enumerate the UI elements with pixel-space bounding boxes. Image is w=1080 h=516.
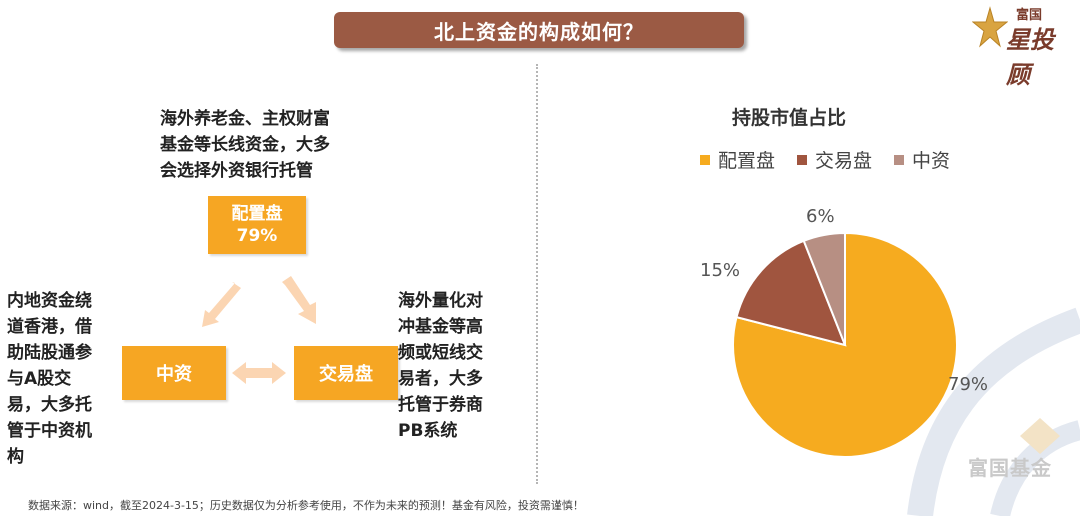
slice-label-china: 6%	[806, 206, 835, 227]
legend-swatch-2	[894, 154, 905, 165]
data-source-footnote: 数据来源：wind，截至2024-3-15；历史数据仅为分析参考使用，不作为未来…	[28, 499, 584, 512]
trade-description: 海外量化对 冲基金等高 频或短线交 易者，大多 托管于券商 PB系统	[398, 291, 483, 441]
trade-box-label: 交易盘	[319, 364, 373, 385]
config-box-value: 79%	[236, 226, 278, 246]
legend-item: 交易盘	[797, 146, 872, 173]
legend-swatch-1	[797, 154, 808, 165]
star-icon	[972, 6, 1008, 48]
chart-title: 持股市值占比	[732, 107, 847, 129]
legend-swatch-0	[700, 154, 710, 165]
watermark-text: 富国基金	[968, 456, 1052, 480]
config-description: 海外养老金、主权财富 基金等长线资金，大多 会选择外资银行托管	[160, 109, 330, 181]
chart-legend: 配置盘 交易盘 中资	[700, 146, 950, 173]
arrow-config-trade	[282, 276, 316, 324]
arrow-config-china	[202, 282, 241, 327]
slice-config	[732, 231, 958, 458]
legend-item: 中资	[894, 146, 950, 173]
config-box: 配置盘 79%	[208, 196, 306, 254]
china-box-label: 中资	[156, 364, 192, 385]
section-divider	[536, 64, 538, 484]
trade-box: 交易盘	[294, 346, 398, 400]
legend-label: 配置盘	[718, 150, 776, 172]
page-title: 北上资金的构成如何？	[334, 12, 744, 48]
slice-china	[802, 231, 846, 346]
brand-logo: 富国 星投顾	[972, 4, 1072, 89]
flow-arrows	[202, 276, 316, 384]
config-box-label: 配置盘	[231, 204, 283, 224]
china-description: 内地资金绕 道香港，借 助陆股通参 与A股交 易，大多托 管于中资机 构	[7, 291, 92, 467]
logo-line1: 富国	[1016, 8, 1043, 23]
slice-label-trade: 15%	[700, 260, 741, 281]
slice-trade	[735, 239, 847, 347]
legend-label: 交易盘	[815, 150, 873, 172]
slice-label-config: 79%	[948, 374, 989, 395]
legend-label: 中资	[912, 150, 951, 172]
china-box: 中资	[122, 346, 226, 400]
arrow-china-trade	[232, 362, 286, 384]
logo-line2: 星投顾	[1006, 26, 1054, 89]
legend-item: 配置盘	[700, 146, 775, 173]
